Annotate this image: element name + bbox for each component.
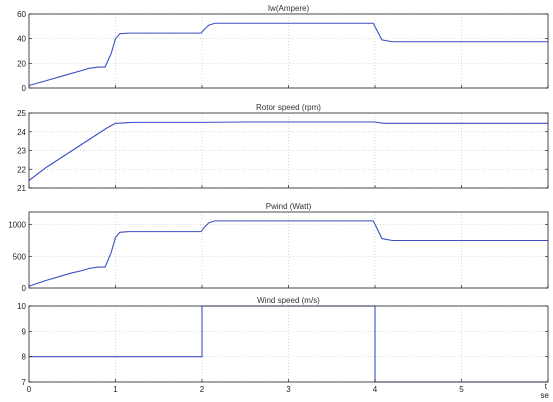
y-tick-label: 24 bbox=[17, 128, 26, 137]
panel-4: Wind speed (m/s) 7 8 9 10 0 1 2 3 4 5 tse bbox=[17, 296, 549, 400]
y-tick-label: 21 bbox=[17, 184, 26, 193]
series-line bbox=[28, 22, 548, 87]
panel-1: Iw(Ampere) 0 20 40 60 bbox=[17, 4, 549, 93]
y-tick-label: 7 bbox=[22, 378, 27, 387]
panel-title: Pwind (Watt) bbox=[266, 202, 312, 211]
x-tick-label: 4 bbox=[373, 385, 378, 394]
x-tick-label: 0 bbox=[27, 385, 32, 394]
x-tick-label: 1 bbox=[113, 385, 118, 394]
x-tick-label: 3 bbox=[286, 385, 291, 394]
y-tick-label: 60 bbox=[17, 10, 26, 19]
y-tick-label: 25 bbox=[17, 109, 26, 118]
y-tick-label: 10 bbox=[17, 302, 26, 311]
x-tick-label: 2 bbox=[200, 385, 205, 394]
y-tick-label: 1000 bbox=[8, 221, 26, 230]
panel-2: Rotor speed (rpm) 21 22 23 24 25 bbox=[17, 103, 549, 193]
panel-title: Rotor speed (rpm) bbox=[256, 103, 321, 112]
y-tick-label: 8 bbox=[22, 353, 27, 362]
y-tick-label: 0 bbox=[22, 284, 27, 293]
y-tick-label: 20 bbox=[17, 59, 26, 68]
panel-title: Iw(Ampere) bbox=[268, 4, 310, 13]
y-tick-label: 500 bbox=[13, 252, 27, 261]
plot-area bbox=[29, 212, 548, 288]
panel-3: Pwind (Watt) 0 500 1000 bbox=[8, 202, 549, 293]
y-tick-label: 0 bbox=[22, 84, 27, 93]
x-axis-label-2: se bbox=[541, 391, 550, 400]
y-tick-label: 22 bbox=[17, 165, 26, 174]
x-tick-label: 5 bbox=[459, 385, 464, 394]
panel-title: Wind speed (m/s) bbox=[257, 296, 320, 305]
y-tick-label: 9 bbox=[22, 327, 27, 336]
series-line bbox=[28, 121, 548, 181]
y-tick-label: 23 bbox=[17, 147, 26, 156]
y-tick-label: 40 bbox=[17, 35, 26, 44]
series-line bbox=[28, 220, 548, 287]
x-axis-label: t bbox=[545, 382, 548, 391]
plot-area bbox=[29, 306, 548, 382]
